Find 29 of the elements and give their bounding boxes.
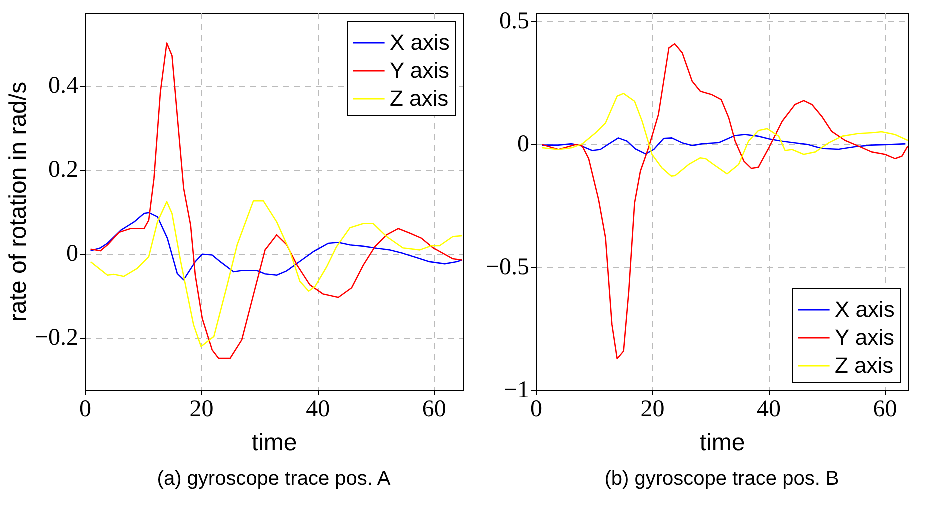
legend-label: Y axis <box>835 325 895 350</box>
y-tick-label: 0.4 <box>48 73 78 100</box>
y-tick-label: 0 <box>518 132 530 158</box>
y-tick-label: 0.5 <box>500 8 530 35</box>
y-tick-label: 0.2 <box>48 157 78 184</box>
x-tick-label: 60 <box>422 396 446 422</box>
legend-label: Z axis <box>835 353 894 378</box>
y-tick-label: −0.5 <box>486 254 530 281</box>
y-axis-title: rate of rotation in rad/s <box>4 82 32 322</box>
y-tick-label: −1 <box>504 378 530 404</box>
x-tick-label: 40 <box>757 396 781 422</box>
y-tick-label: −0.2 <box>34 325 78 352</box>
x-tick-label: 20 <box>640 396 665 422</box>
legend-label: X axis <box>835 297 895 322</box>
x-tick-label: 60 <box>873 396 898 422</box>
line-series <box>542 93 908 177</box>
text: (b) gyroscope trace pos. B <box>604 468 840 490</box>
legend-label: Z axis <box>390 86 449 111</box>
legend-label: Y axis <box>390 58 450 83</box>
x-tick-label: 40 <box>306 396 330 422</box>
x-axis-title: time <box>252 430 298 456</box>
x-axis-title: time <box>700 430 746 456</box>
line-series <box>542 134 906 155</box>
y-tick-label: 0 <box>66 241 78 268</box>
line-series <box>90 212 463 281</box>
legend-label: X axis <box>390 30 450 55</box>
line-series <box>90 200 463 348</box>
text: (a) gyroscope trace pos. A <box>157 468 392 490</box>
x-tick-label: 20 <box>190 396 214 422</box>
